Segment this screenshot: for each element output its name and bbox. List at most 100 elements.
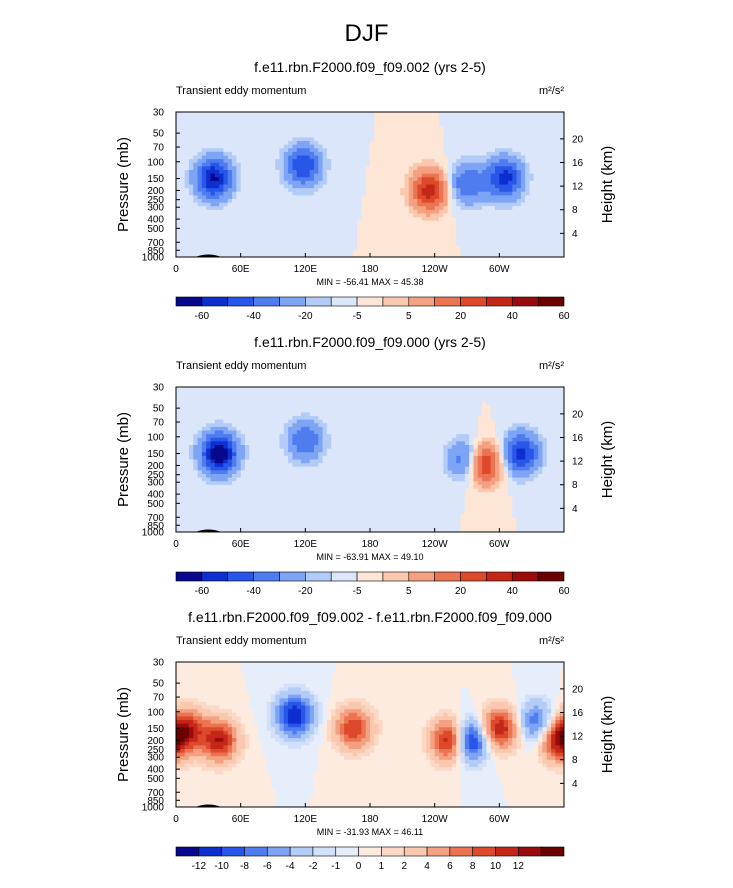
- heatmap-cell: [512, 133, 517, 138]
- heatmap-cell: [361, 133, 367, 138]
- heatmap-cell: [417, 195, 423, 200]
- heatmap-cell: [538, 423, 543, 428]
- heatmap-cell: [344, 162, 349, 167]
- heatmap-cell: [533, 220, 539, 225]
- heatmap-cell: [331, 199, 336, 204]
- heatmap-cell: [499, 397, 505, 402]
- heatmap-cell: [214, 191, 220, 196]
- heatmap-cell: [184, 220, 190, 225]
- heatmap-cell: [533, 202, 539, 207]
- heatmap-cell: [275, 122, 280, 127]
- heatmap-cell: [520, 246, 526, 251]
- heatmap-cell: [335, 238, 341, 243]
- heatmap-cell: [378, 188, 384, 193]
- heatmap-cell: [408, 228, 414, 233]
- heatmap-cell: [378, 405, 384, 410]
- heatmap-cell: [253, 387, 259, 392]
- heatmap-cell: [434, 148, 440, 153]
- heatmap-cell: [542, 155, 548, 160]
- heatmap-cell: [516, 191, 522, 196]
- heatmap-cell: [279, 115, 285, 120]
- heatmap-cell: [344, 126, 349, 131]
- heatmap-cell: [447, 419, 453, 424]
- heatmap-cell: [348, 408, 354, 413]
- heatmap-cell: [413, 419, 418, 424]
- heatmap-cell: [426, 430, 431, 435]
- heatmap-cell: [201, 387, 207, 392]
- heatmap-cell: [546, 390, 552, 395]
- heatmap-cell: [227, 217, 233, 222]
- heatmap-cell: [529, 166, 535, 171]
- heatmap-cell: [206, 228, 211, 233]
- heatmap-cell: [525, 188, 530, 193]
- heatmap-cell: [451, 434, 457, 439]
- heatmap-cell: [456, 430, 461, 435]
- heatmap-cell: [210, 144, 216, 149]
- heatmap-cell: [370, 249, 375, 254]
- heatmap-cell: [512, 394, 517, 399]
- heatmap-cell: [279, 137, 285, 142]
- heatmap-cell: [184, 408, 190, 413]
- heatmap-cell: [188, 170, 194, 175]
- heatmap-cell: [318, 231, 323, 236]
- heatmap-cell: [180, 408, 186, 413]
- heatmap-cell: [313, 423, 319, 428]
- heatmap-cell: [443, 242, 448, 247]
- heatmap-cell: [559, 141, 565, 146]
- heatmap-cell: [387, 235, 392, 240]
- heatmap-cell: [555, 170, 561, 175]
- heatmap-cell: [318, 423, 323, 428]
- heatmap-cell: [395, 224, 401, 229]
- heatmap-cell: [223, 246, 229, 251]
- heatmap-cell: [477, 130, 483, 135]
- heatmap-cell: [219, 162, 224, 167]
- heatmap-cell: [495, 155, 500, 160]
- heatmap-cell: [335, 133, 341, 138]
- heatmap-cell: [559, 177, 565, 182]
- heatmap-cell: [486, 170, 492, 175]
- heatmap-cell: [469, 419, 474, 424]
- heatmap-cell: [434, 419, 440, 424]
- heatmap-cell: [370, 141, 375, 146]
- heatmap-cell: [495, 122, 500, 127]
- heatmap-cell: [176, 412, 181, 417]
- heatmap-cell: [313, 141, 319, 146]
- heatmap-cell: [473, 199, 479, 204]
- heatmap-cell: [391, 115, 397, 120]
- heatmap-cell: [400, 416, 405, 421]
- heatmap-cell: [201, 405, 207, 410]
- heatmap-cell: [270, 220, 276, 225]
- heatmap-cell: [520, 148, 526, 153]
- heatmap-cell: [244, 405, 250, 410]
- heatmap-cell: [249, 228, 254, 233]
- heatmap-cell: [223, 133, 229, 138]
- heatmap-cell: [395, 166, 401, 171]
- heatmap-cell: [542, 151, 548, 156]
- heatmap-cell: [201, 115, 207, 120]
- heatmap-cell: [546, 434, 552, 439]
- heatmap-cell: [374, 430, 380, 435]
- heatmap-cell: [538, 148, 543, 153]
- heatmap-cell: [434, 220, 440, 225]
- heatmap-cell: [447, 235, 453, 240]
- heatmap-cell: [326, 217, 332, 222]
- heatmap-cell: [378, 159, 384, 164]
- heatmap-cell: [305, 180, 311, 185]
- heatmap-cell: [378, 235, 384, 240]
- heatmap-cell: [503, 191, 509, 196]
- heatmap-cell: [275, 434, 280, 439]
- heatmap-cell: [253, 246, 259, 251]
- heatmap-cell: [542, 238, 548, 243]
- heatmap-cell: [232, 115, 237, 120]
- heatmap-cell: [374, 224, 380, 229]
- heatmap-cell: [421, 228, 427, 233]
- heatmap-cell: [443, 387, 448, 392]
- heatmap-cell: [451, 224, 457, 229]
- heatmap-cell: [400, 155, 405, 160]
- heatmap-cell: [464, 177, 470, 182]
- heatmap-cell: [279, 173, 285, 178]
- heatmap-cell: [482, 202, 487, 207]
- heatmap-cell: [223, 426, 229, 431]
- heatmap-cell: [249, 224, 254, 229]
- heatmap-cell: [438, 195, 444, 200]
